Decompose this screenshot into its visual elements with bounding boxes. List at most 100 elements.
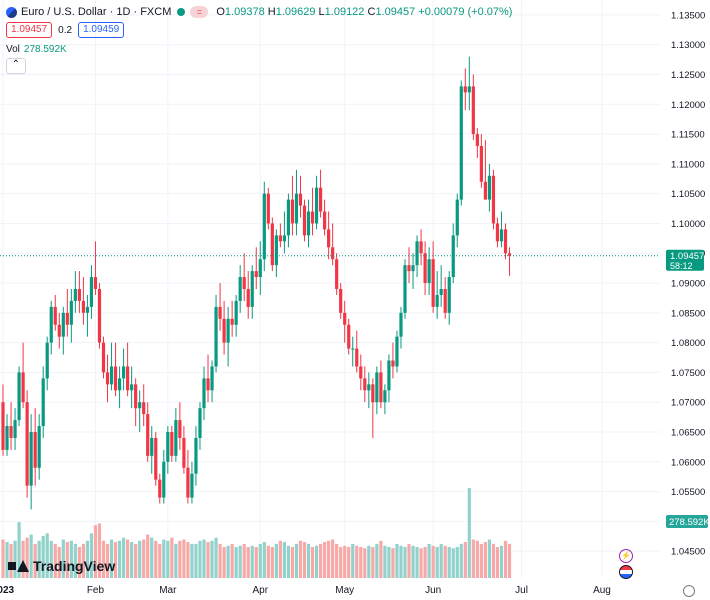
volume-bar	[41, 535, 45, 578]
symbol-title[interactable]: Euro / U.S. Dollar · 1D · FXCM	[21, 6, 172, 18]
candle	[29, 414, 33, 510]
volume-bar	[407, 543, 411, 578]
sell-button[interactable]: 1.09457	[6, 22, 53, 38]
candle	[45, 336, 49, 391]
volume-bar	[138, 540, 142, 578]
candle	[1, 384, 5, 456]
volume-bar	[471, 539, 475, 578]
volume-bar	[33, 543, 37, 578]
volume-bar	[61, 539, 65, 578]
volume-bar	[234, 547, 238, 578]
candle	[158, 473, 162, 504]
volume-bar	[262, 542, 266, 578]
candle	[126, 342, 130, 397]
volume-bar	[363, 548, 367, 578]
time-tick-label: 2023	[0, 585, 15, 596]
equals-button[interactable]: =	[190, 6, 209, 18]
volume-bar	[37, 540, 41, 578]
volume-bar	[503, 540, 508, 578]
candle	[61, 306, 65, 355]
candle	[431, 241, 435, 313]
volume-bar	[475, 540, 479, 578]
volume-bar	[178, 540, 182, 578]
volume-bar	[359, 547, 363, 578]
volume-bar	[331, 539, 335, 578]
lightning-icon[interactable]: ⚡	[619, 549, 633, 563]
volume-bar	[238, 545, 242, 578]
price-axis[interactable]: 1.13500 1.13000 1.12500 1.12000 1.11500 1.110…	[671, 10, 705, 557]
candle	[463, 68, 467, 111]
volume-bar	[278, 540, 282, 578]
volume-bar	[146, 534, 150, 578]
candle	[218, 283, 222, 331]
volume-bar	[367, 545, 371, 578]
candle	[186, 449, 190, 504]
time-tick-label: Jun	[425, 585, 441, 596]
chevron-up-icon[interactable]: ⌃	[6, 58, 26, 74]
volume-bar	[290, 547, 295, 578]
candle	[363, 366, 367, 403]
volume-bar	[479, 543, 483, 578]
candle	[367, 372, 371, 409]
volume-bar	[323, 542, 327, 578]
volume-bar	[101, 540, 106, 578]
volume-bar	[186, 542, 190, 578]
volume-bar	[431, 545, 435, 578]
volume-bar	[379, 540, 383, 578]
candle	[375, 366, 379, 415]
candle	[254, 247, 258, 289]
us-flag-icon[interactable]	[619, 565, 633, 579]
candle	[101, 336, 106, 379]
last-volume-tag: 278.592K	[666, 515, 710, 528]
candle	[85, 294, 90, 337]
candle	[109, 342, 114, 391]
volume-bar	[491, 543, 496, 578]
time-axis[interactable]: 2023 Feb Mar Apr May Jun Jul Aug	[0, 585, 611, 596]
candle	[178, 402, 182, 450]
symbol-header: Euro / U.S. Dollar · 1D · FXCM = O1.0937…	[6, 4, 512, 20]
volume-bar	[158, 543, 162, 578]
candle	[202, 366, 206, 421]
candle	[459, 80, 463, 206]
volume-bar	[154, 540, 158, 578]
volume-bar	[226, 545, 230, 578]
candle	[182, 426, 186, 474]
volume-bar	[351, 543, 355, 578]
candle	[65, 289, 69, 337]
volume-bar	[427, 543, 431, 578]
volume-bar	[302, 542, 307, 578]
candle	[154, 432, 158, 486]
candle	[226, 306, 230, 367]
candle	[117, 366, 122, 409]
candle	[25, 390, 29, 498]
candles	[1, 56, 512, 510]
settings-icon[interactable]	[683, 585, 695, 597]
volume-bar	[57, 547, 61, 578]
volume-bar	[451, 548, 455, 578]
volume-bar	[499, 545, 504, 578]
last-volume-value: 278.592K	[669, 517, 710, 528]
volume-bar	[459, 543, 463, 578]
volume-bar	[270, 547, 274, 578]
candle	[339, 283, 343, 319]
tradingview-logo[interactable]: TradingView	[8, 558, 115, 574]
buy-button[interactable]: 1.09459	[78, 22, 125, 38]
candle	[266, 187, 270, 230]
volume-bar	[343, 545, 347, 578]
candle	[166, 426, 170, 474]
market-open-dot-icon	[177, 8, 186, 16]
candle	[487, 163, 492, 212]
volume-bar	[258, 543, 262, 578]
last-price-tag: 1.09457 58:12	[666, 249, 704, 271]
candle	[258, 241, 262, 295]
volume-bar	[194, 543, 198, 578]
candle	[306, 199, 311, 248]
candle	[97, 283, 102, 349]
candle	[290, 175, 295, 236]
candle	[230, 300, 234, 337]
time-tick-label: Mar	[159, 585, 177, 596]
candle	[314, 175, 319, 230]
volume-bar	[13, 540, 17, 578]
volume-legend: Vol 278.592K	[6, 44, 67, 55]
